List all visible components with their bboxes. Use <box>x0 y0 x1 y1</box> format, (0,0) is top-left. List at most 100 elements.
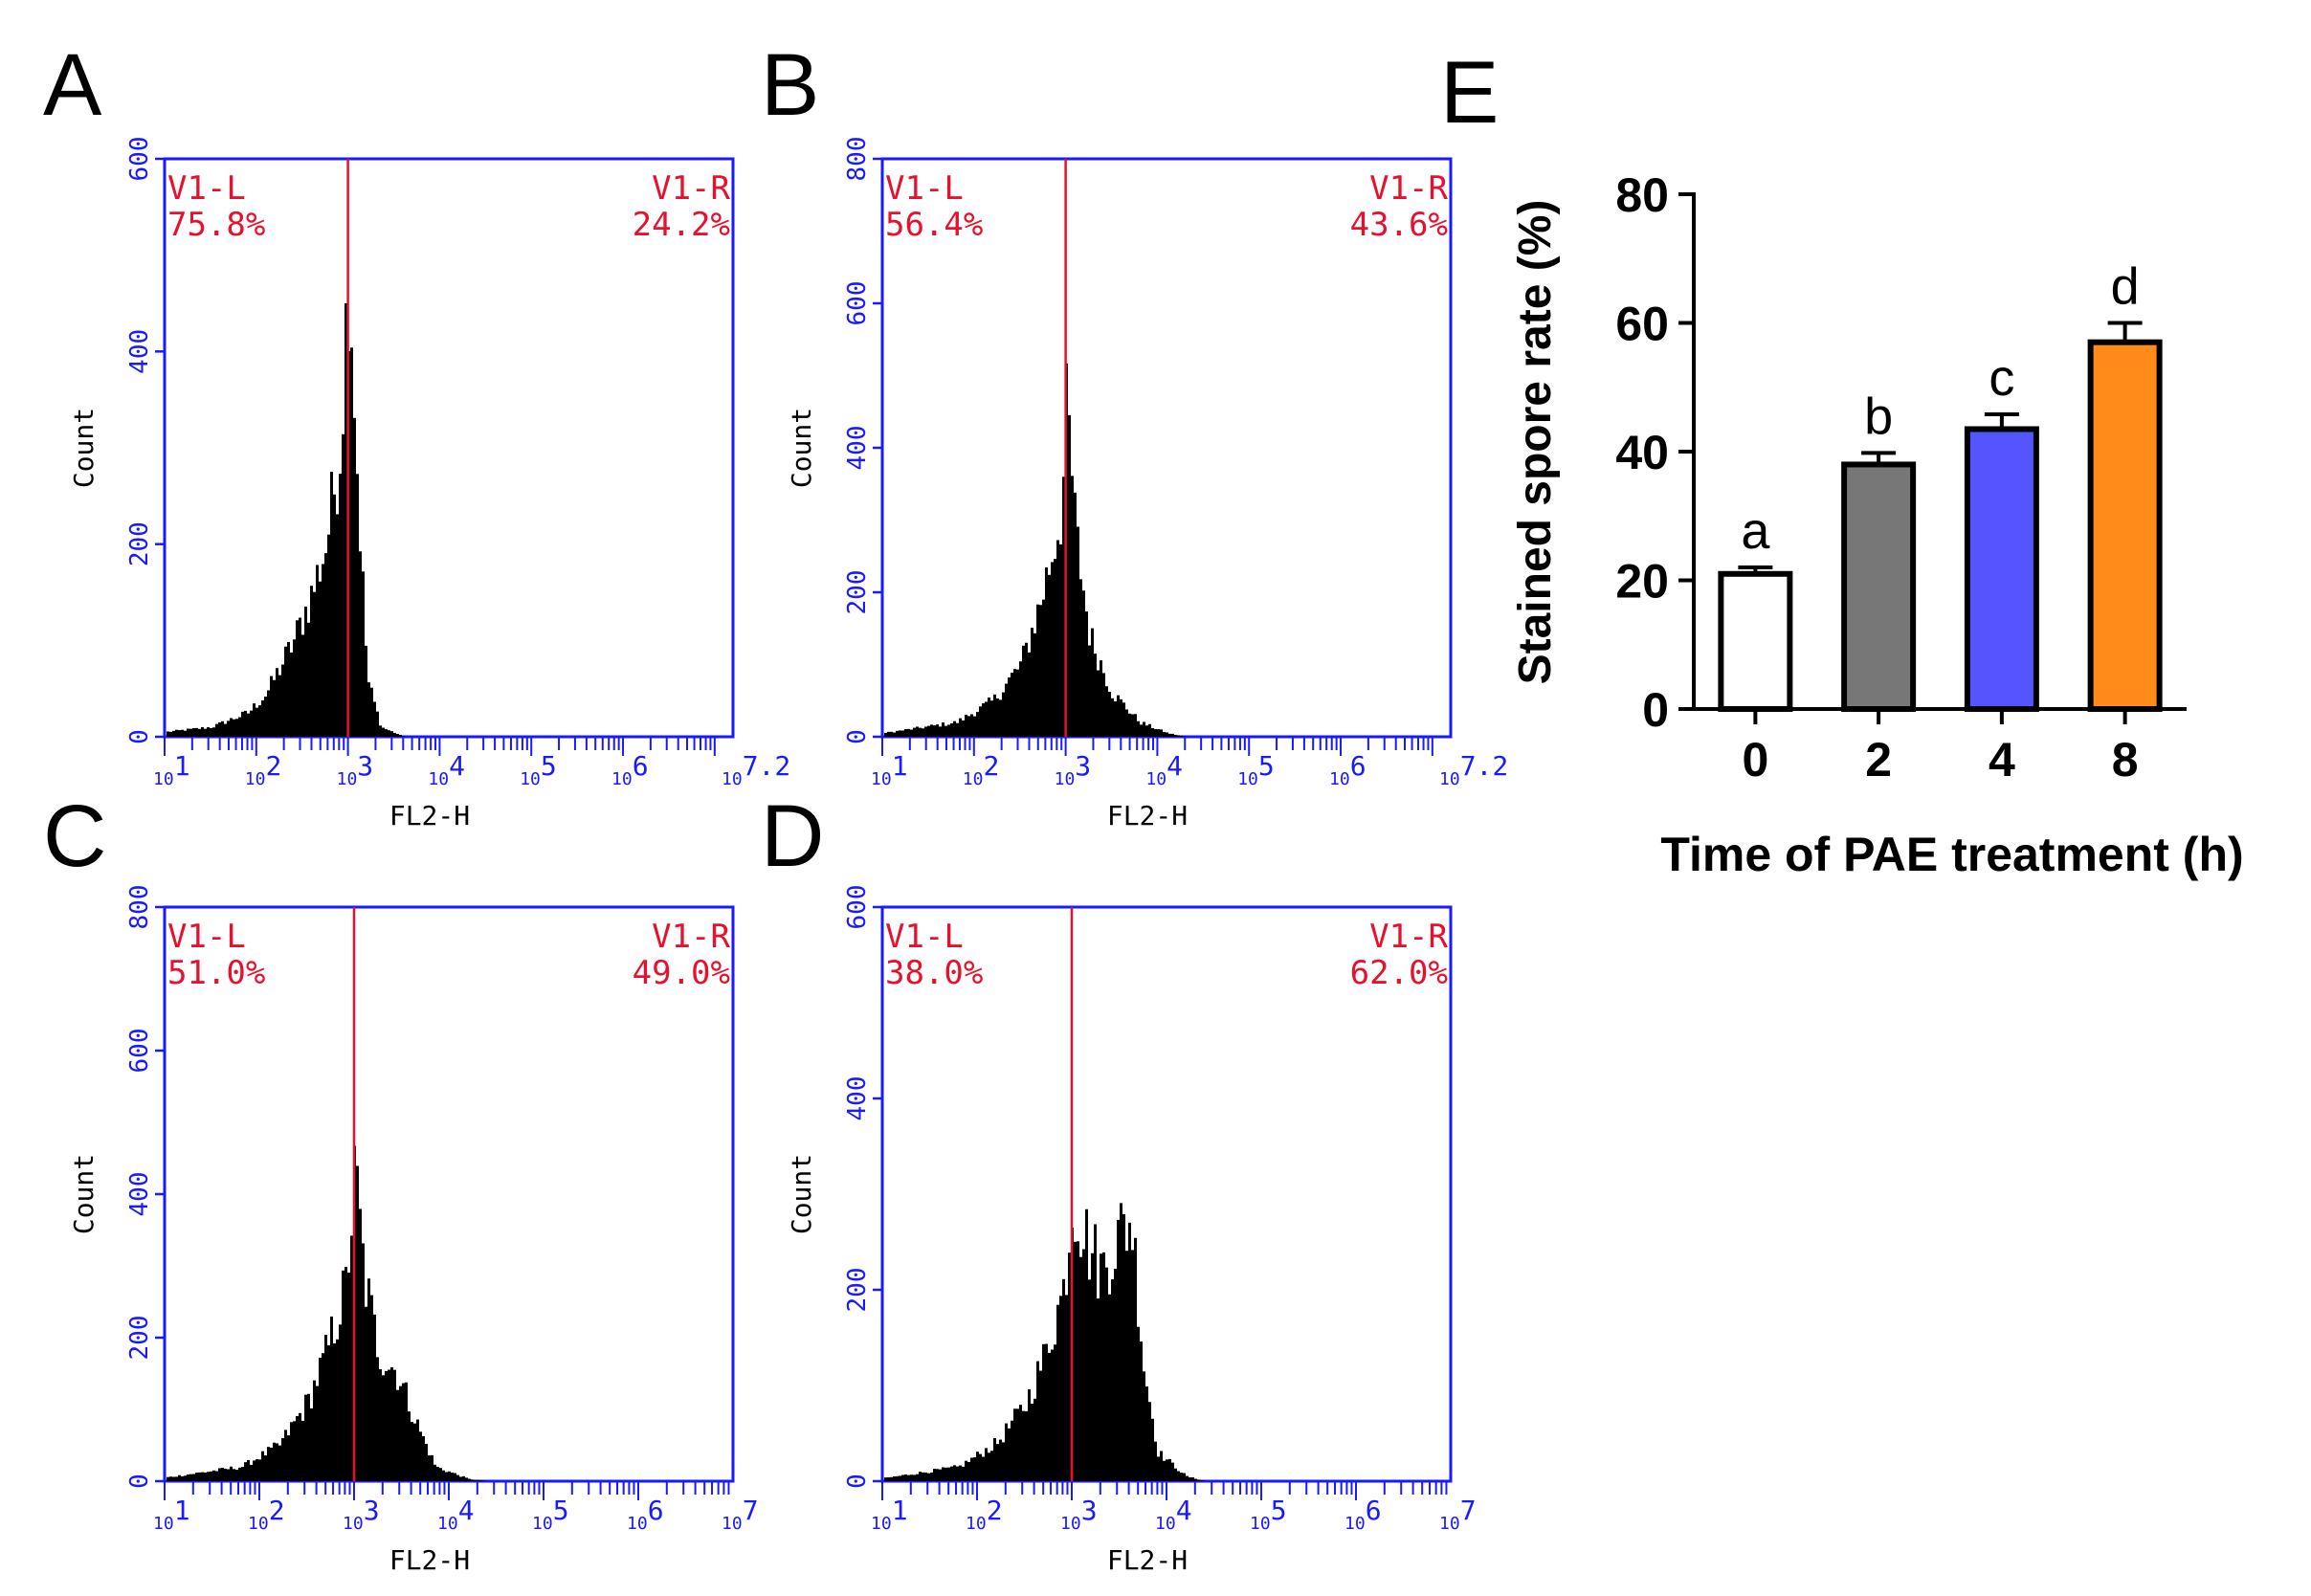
histogram-bin <box>1166 1459 1168 1481</box>
histogram-bin <box>198 728 201 737</box>
histogram-bin <box>967 716 970 737</box>
histogram-bin <box>411 1422 413 1481</box>
histogram-bin <box>261 699 264 737</box>
gate-right-label: V1-R <box>652 918 730 956</box>
histogram-bin <box>1065 1295 1068 1481</box>
bar <box>2087 339 2163 712</box>
gate-right-label: V1-R <box>1369 918 1448 956</box>
histogram-bin <box>247 713 250 737</box>
histogram-bin <box>1088 645 1091 737</box>
y-tick-label: 200 <box>125 1316 154 1361</box>
gate-right-pct: 62.0% <box>1350 954 1448 992</box>
histogram-bin <box>967 1461 970 1481</box>
x-ticks <box>881 737 1433 756</box>
histogram-bin <box>198 1472 201 1481</box>
histogram-bin <box>189 1474 192 1481</box>
x-axis-label: FL2-H <box>1107 800 1188 831</box>
histogram-bin <box>1051 1349 1054 1481</box>
x-tick-label: 103 <box>343 1495 380 1534</box>
bar <box>1964 426 2039 712</box>
histogram-bin <box>359 1208 362 1481</box>
histogram-bin <box>273 1442 276 1481</box>
histogram-bin <box>482 1480 485 1481</box>
histogram-bin <box>376 711 379 737</box>
histogram-bin <box>215 1471 218 1481</box>
histogram-bin <box>241 1467 244 1481</box>
x-axis-label: FL2-H <box>389 1544 470 1576</box>
histogram-bin <box>1008 677 1011 737</box>
histogram-bin <box>1013 1408 1016 1481</box>
histogram-bin <box>204 728 207 737</box>
histogram-bin <box>167 731 169 737</box>
bar <box>1718 570 1793 713</box>
histogram-bin <box>930 1472 933 1481</box>
histogram-bin <box>210 1471 212 1481</box>
histogram-bin <box>169 731 172 737</box>
histogram-bin <box>1105 1267 1108 1481</box>
histogram-bin <box>936 724 939 737</box>
histogram-bin <box>1102 1252 1105 1481</box>
histogram-bin <box>230 718 233 737</box>
histogram-bin <box>393 1369 396 1481</box>
y-tick-label: 0 <box>843 729 872 744</box>
histogram-bin <box>1114 1269 1117 1481</box>
histogram-bin <box>1042 1343 1045 1481</box>
histogram-bin <box>1168 1458 1171 1481</box>
gate-left-pct: 38.0% <box>885 954 983 992</box>
histogram-bin <box>175 1476 178 1481</box>
x-tick-label: 104 <box>1155 1495 1192 1534</box>
histogram-bin <box>210 727 212 737</box>
histogram-bin <box>884 1477 887 1481</box>
gate-right-pct: 49.0% <box>633 954 730 992</box>
histogram-bin <box>956 722 959 737</box>
histogram-bin <box>356 1165 359 1481</box>
histogram-bin <box>999 699 1002 737</box>
histogram-bin <box>1194 1478 1197 1481</box>
histogram-bin <box>936 1469 939 1481</box>
histogram-bin <box>1108 1294 1111 1481</box>
histogram-bin <box>950 1466 953 1481</box>
histogram-bin <box>976 712 979 737</box>
histogram-bin <box>1197 1479 1200 1481</box>
y-tick-label: 600 <box>125 137 154 182</box>
histogram-bin <box>224 1468 227 1481</box>
histogram-bin <box>896 1475 899 1481</box>
gate-right-label: V1-R <box>652 169 730 208</box>
histogram-bin <box>1048 1352 1051 1481</box>
histogram-bin <box>204 1472 207 1481</box>
histogram-bin <box>175 729 178 737</box>
histogram-bin <box>907 728 910 737</box>
histogram-bin <box>1059 1296 1062 1481</box>
histogram-panel-a: A V1-L75.8% V1-R24.2% 0 200 400 600 Count 101 102… <box>43 36 790 831</box>
histogram-bin <box>1163 1460 1166 1481</box>
histogram-bin <box>904 729 907 737</box>
histogram-bin <box>385 729 388 737</box>
histogram-bin <box>296 1415 299 1481</box>
histogram-bin <box>1151 727 1154 737</box>
plot-frame <box>880 905 1453 1483</box>
histogram-bin <box>281 664 284 737</box>
histogram-bin <box>316 1385 319 1481</box>
histogram-bin <box>962 720 965 737</box>
histogram-bin <box>235 719 238 737</box>
histogram-bin <box>465 1477 468 1481</box>
y-tick-label: 20 <box>1615 555 1669 609</box>
histogram-bin <box>370 1295 373 1481</box>
histogram-bin <box>1068 1252 1071 1481</box>
x-tick-label: 104 <box>1145 750 1183 789</box>
x-tick-label: 101 <box>871 1495 908 1534</box>
x-tick-label: 103 <box>1055 750 1092 789</box>
histogram-bin <box>301 634 304 737</box>
y-tick-label: 200 <box>843 570 872 615</box>
histogram-bin <box>1016 669 1019 737</box>
histogram-bin <box>367 1278 370 1481</box>
histogram-bin <box>896 730 899 737</box>
histogram-bin <box>471 1479 474 1481</box>
histogram-bin <box>333 1343 336 1481</box>
histogram-bin <box>996 698 999 737</box>
histogram-bin <box>930 724 933 737</box>
y-tick-label: 400 <box>843 426 872 471</box>
histogram-bin <box>1082 590 1085 737</box>
x-tick-label: 4 <box>1989 733 2015 787</box>
histogram-bin <box>212 727 215 737</box>
